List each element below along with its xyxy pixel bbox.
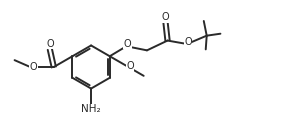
Text: O: O bbox=[29, 62, 37, 72]
Text: O: O bbox=[184, 37, 192, 47]
Text: O: O bbox=[124, 39, 131, 49]
Text: NH₂: NH₂ bbox=[81, 104, 101, 114]
Text: O: O bbox=[126, 61, 134, 71]
Text: O: O bbox=[162, 12, 169, 22]
Text: O: O bbox=[46, 38, 54, 48]
